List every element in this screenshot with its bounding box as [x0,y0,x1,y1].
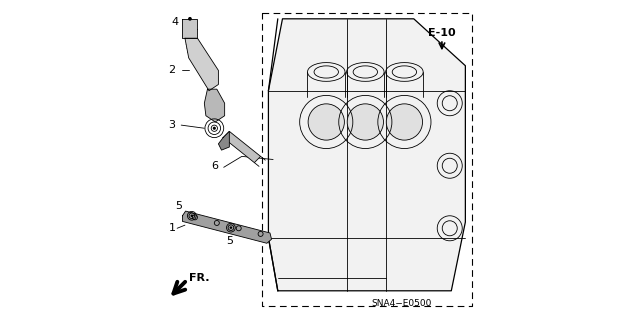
Polygon shape [218,131,229,150]
Text: 3: 3 [168,120,175,130]
Text: 5: 5 [175,201,182,211]
Text: 6: 6 [211,161,218,171]
Polygon shape [204,89,225,122]
Circle shape [212,127,216,130]
Polygon shape [268,19,465,291]
Polygon shape [182,19,198,38]
Circle shape [191,214,193,217]
Polygon shape [223,131,260,163]
Circle shape [188,17,192,21]
Polygon shape [185,38,218,91]
Circle shape [308,104,344,140]
Text: 2: 2 [168,65,175,75]
Circle shape [347,104,383,140]
Text: 5: 5 [226,236,233,246]
Text: E-10: E-10 [428,28,456,38]
Circle shape [387,104,422,140]
Text: 1: 1 [168,223,175,233]
Text: SNA4−E0500: SNA4−E0500 [371,299,431,308]
Text: FR.: FR. [189,273,210,283]
Circle shape [230,226,232,229]
Polygon shape [182,211,271,243]
Text: 4: 4 [172,17,179,27]
